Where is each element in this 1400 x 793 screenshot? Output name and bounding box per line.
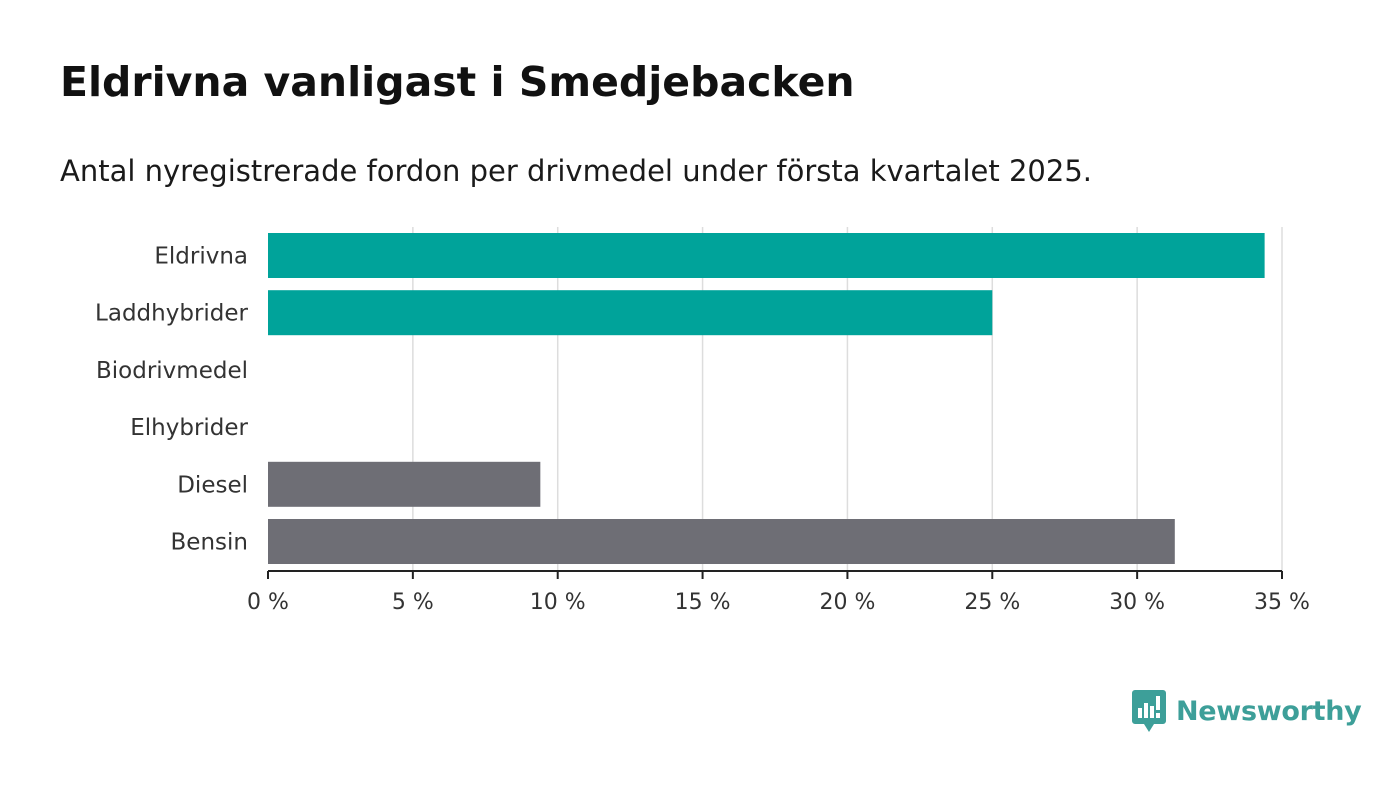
bar-diesel bbox=[268, 461, 541, 507]
x-tick-label: 20 % bbox=[819, 590, 875, 615]
category-label: Biodrivmedel bbox=[96, 358, 248, 384]
category-label: Elhybrider bbox=[130, 415, 248, 441]
bar-eldrivna bbox=[268, 233, 1265, 278]
x-tick-label: 15 % bbox=[675, 590, 731, 615]
category-label: Laddhybrider bbox=[95, 301, 248, 327]
x-tick-label: 10 % bbox=[530, 590, 586, 615]
category-labels: Eldrivna Laddhybrider Biodrivmedel Elhybrid… bbox=[95, 244, 248, 556]
bar-chart-speech-bubble-icon bbox=[1132, 690, 1166, 732]
x-axis: 0 % 5 % 10 % 15 % 20 % 25 % 30 % 35 % bbox=[247, 570, 1310, 615]
category-label: Diesel bbox=[177, 472, 248, 498]
bar-laddhybrider bbox=[268, 290, 993, 336]
chart-title: Eldrivna vanligast i Smedjebacken bbox=[60, 58, 855, 106]
x-tick-label: 0 % bbox=[247, 590, 289, 615]
x-tick-label: 25 % bbox=[964, 590, 1020, 615]
bar-bensin bbox=[268, 519, 1175, 564]
gridlines bbox=[412, 227, 1283, 571]
brand-name: Newsworthy bbox=[1176, 695, 1362, 727]
bars bbox=[268, 233, 1265, 564]
chart-subtitle: Antal nyregistrerade fordon per drivmede… bbox=[60, 154, 1093, 188]
bar-chart: 0 % 5 % 10 % 15 % 20 % 25 % 30 % 35 % Eldrivna L… bbox=[95, 227, 1310, 615]
category-label: Eldrivna bbox=[154, 244, 248, 270]
x-tick-label: 5 % bbox=[392, 590, 434, 615]
x-tick-label: 30 % bbox=[1109, 590, 1165, 615]
x-tick-label: 35 % bbox=[1254, 590, 1310, 615]
newsworthy-logo: Newsworthy bbox=[1132, 690, 1362, 732]
category-label: Bensin bbox=[171, 530, 248, 556]
